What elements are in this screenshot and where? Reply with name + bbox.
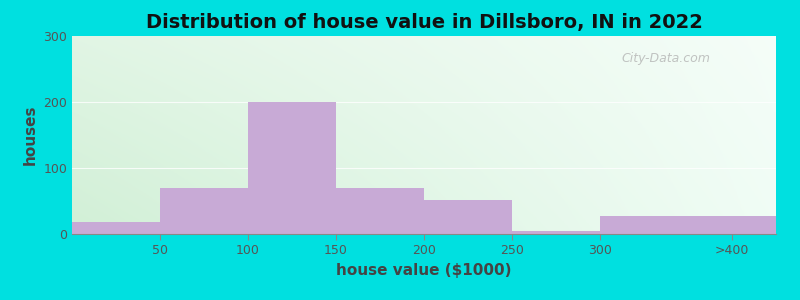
Bar bbox=[160, 188, 248, 234]
Text: City-Data.com: City-Data.com bbox=[621, 52, 710, 65]
Bar bbox=[248, 102, 336, 234]
Bar bbox=[688, 215, 776, 234]
X-axis label: house value ($1000): house value ($1000) bbox=[336, 263, 512, 278]
Bar bbox=[72, 222, 160, 234]
Bar bbox=[424, 200, 512, 234]
Bar bbox=[600, 215, 688, 234]
Bar bbox=[512, 231, 600, 234]
Y-axis label: houses: houses bbox=[22, 105, 38, 165]
Bar bbox=[336, 188, 424, 234]
Title: Distribution of house value in Dillsboro, IN in 2022: Distribution of house value in Dillsboro… bbox=[146, 13, 702, 32]
